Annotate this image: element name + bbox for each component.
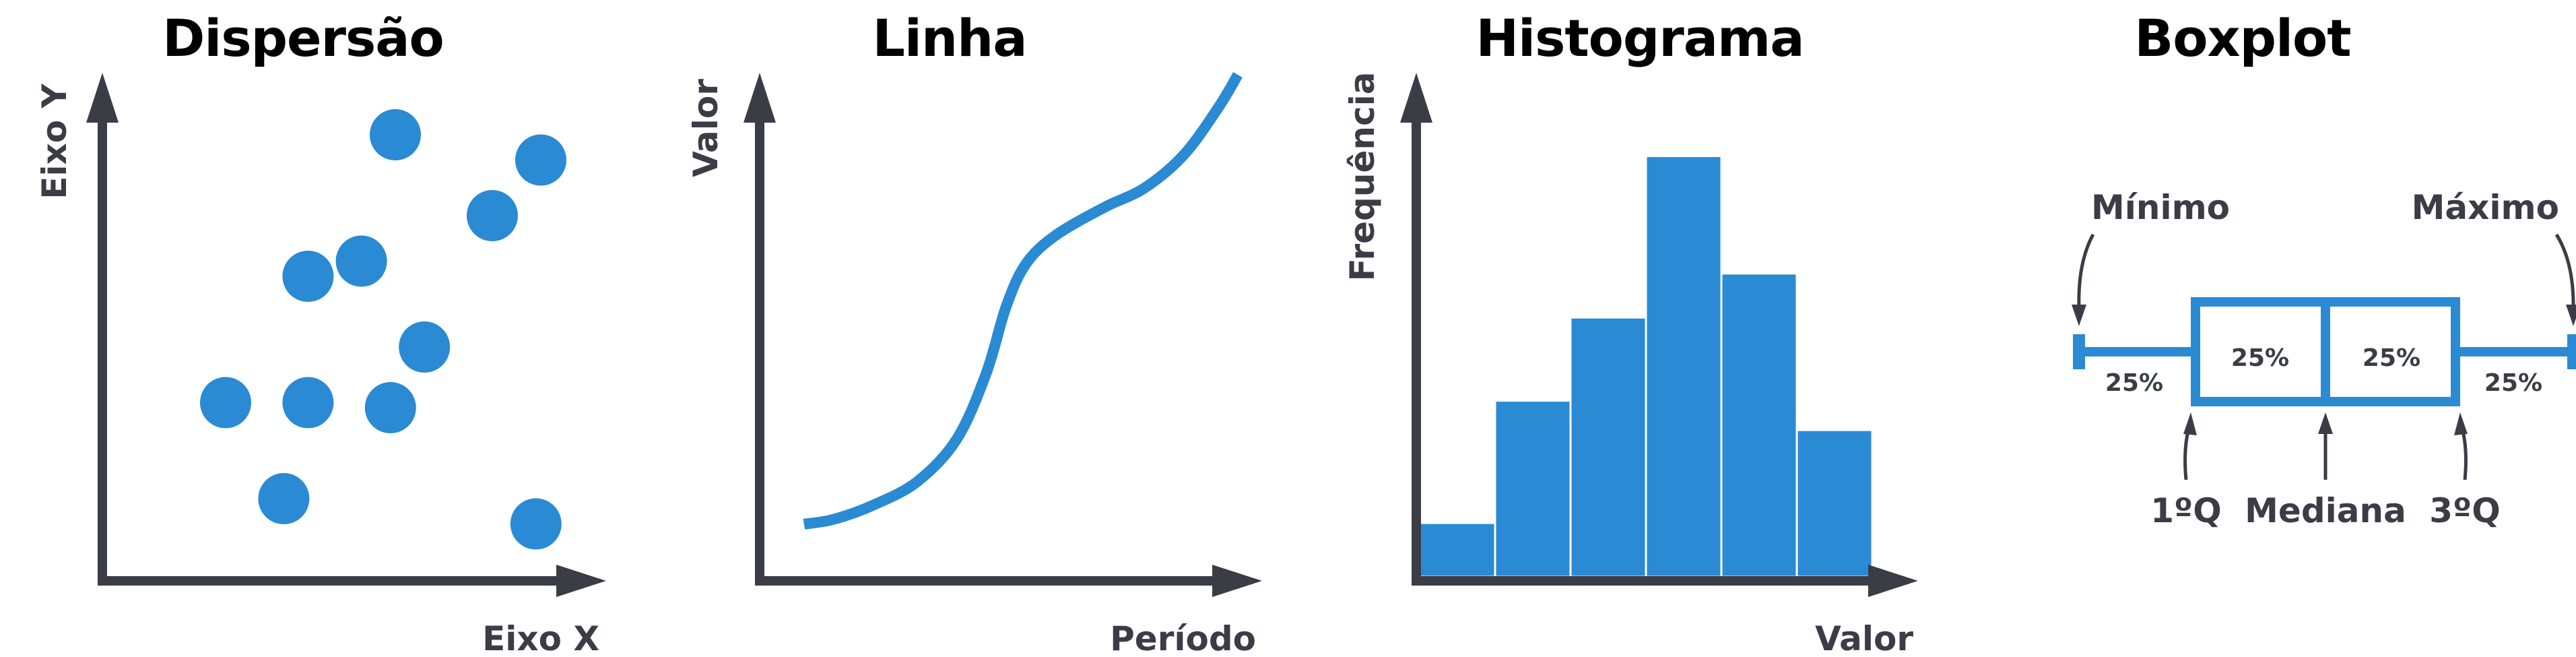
scatter-y-arrow bbox=[86, 73, 119, 123]
boxplot-segment-label-2: 25% bbox=[2231, 344, 2289, 372]
scatter-x-label: Eixo X bbox=[482, 619, 599, 657]
histogram-y-arrow bbox=[1400, 73, 1432, 123]
boxplot-segment-label-3: 25% bbox=[2363, 344, 2420, 372]
line-title: Linha bbox=[872, 8, 1028, 68]
scatter-title: Dispersão bbox=[162, 8, 444, 68]
scatter-point-6 bbox=[399, 321, 451, 373]
histogram-title: Histograma bbox=[1476, 8, 1804, 68]
boxplot-q3-arrowhead bbox=[2454, 412, 2468, 435]
line-y-label: Valor bbox=[686, 79, 725, 177]
histogram-bar-4 bbox=[1645, 155, 1723, 578]
boxplot-max-arrow bbox=[2554, 233, 2575, 309]
boxplot-max-label: Máximo bbox=[2412, 188, 2559, 227]
scatter-point-3 bbox=[467, 190, 518, 241]
boxplot-median-label: Mediana bbox=[2245, 491, 2406, 530]
boxplot-max-cap bbox=[2567, 334, 2576, 369]
boxplot-q3-arrow bbox=[2461, 431, 2468, 480]
histogram-bars bbox=[1418, 155, 1874, 578]
line-x-arrow bbox=[1212, 565, 1262, 597]
line-chart: Valor Período bbox=[686, 71, 1262, 657]
boxplot-segment-label-4: 25% bbox=[2484, 369, 2542, 397]
boxplot-q1-arrowhead bbox=[2183, 412, 2197, 435]
scatter-point-4 bbox=[335, 235, 387, 287]
scatter-point-10 bbox=[258, 473, 310, 524]
histogram-chart: Frequência Valor bbox=[1343, 72, 1918, 657]
histogram-bar-2 bbox=[1494, 400, 1572, 578]
boxplot-q1-label: 1ºQ bbox=[2150, 491, 2222, 530]
histogram-bar-6 bbox=[1795, 429, 1874, 578]
scatter-point-1 bbox=[370, 109, 421, 160]
boxplot-q3-label: 3ºQ bbox=[2429, 491, 2501, 530]
boxplot-segment-label-1: 25% bbox=[2105, 369, 2163, 397]
boxplot-chart: 25% 25% 25% 25% Mínimo Máximo 1ºQ Median… bbox=[2072, 188, 2576, 530]
line-y-arrow bbox=[744, 73, 776, 123]
boxplot-title: Boxplot bbox=[2134, 8, 2351, 68]
line-panel: Linha Valor Período bbox=[647, 0, 1280, 657]
scatter-point-7 bbox=[200, 377, 251, 429]
scatter-y-label: Eixo Y bbox=[35, 83, 74, 199]
scatter-point-9 bbox=[364, 382, 416, 433]
histogram-bar-5 bbox=[1720, 272, 1798, 578]
histogram-x-arrow bbox=[1868, 565, 1918, 597]
scatter-point-11 bbox=[510, 498, 562, 550]
scatter-point-2 bbox=[515, 134, 566, 186]
boxplot-min-cap bbox=[2073, 334, 2085, 369]
scatter-point-5 bbox=[282, 251, 334, 302]
line-series-path bbox=[803, 71, 1243, 530]
scatter-chart: Eixo Y Eixo X bbox=[35, 73, 606, 657]
histogram-y-label: Frequência bbox=[1343, 72, 1382, 282]
histogram-bar-3 bbox=[1569, 316, 1647, 578]
boxplot-max-arrowhead bbox=[2566, 305, 2576, 326]
scatter-panel: Dispersão Eixo Y Eixo X bbox=[0, 0, 633, 657]
boxplot-panel: Boxplot 25% 25% 25% 25% Mínimo Máximo 1º… bbox=[1993, 0, 2576, 657]
histogram-bar-1 bbox=[1418, 522, 1496, 578]
boxplot-q1-arrow bbox=[2183, 431, 2190, 480]
boxplot-min-label: Mínimo bbox=[2091, 188, 2230, 227]
boxplot-min-arrowhead bbox=[2072, 305, 2086, 326]
scatter-point-8 bbox=[282, 377, 334, 429]
line-x-label: Período bbox=[1110, 619, 1256, 657]
histogram-x-label: Valor bbox=[1815, 619, 1913, 657]
boxplot-median-arrowhead bbox=[2318, 412, 2333, 434]
histogram-panel: Histograma Frequência Valor bbox=[1300, 0, 1933, 657]
scatter-x-arrow bbox=[556, 565, 606, 597]
scatter-points bbox=[200, 109, 566, 550]
boxplot-min-arrow bbox=[2077, 233, 2095, 309]
